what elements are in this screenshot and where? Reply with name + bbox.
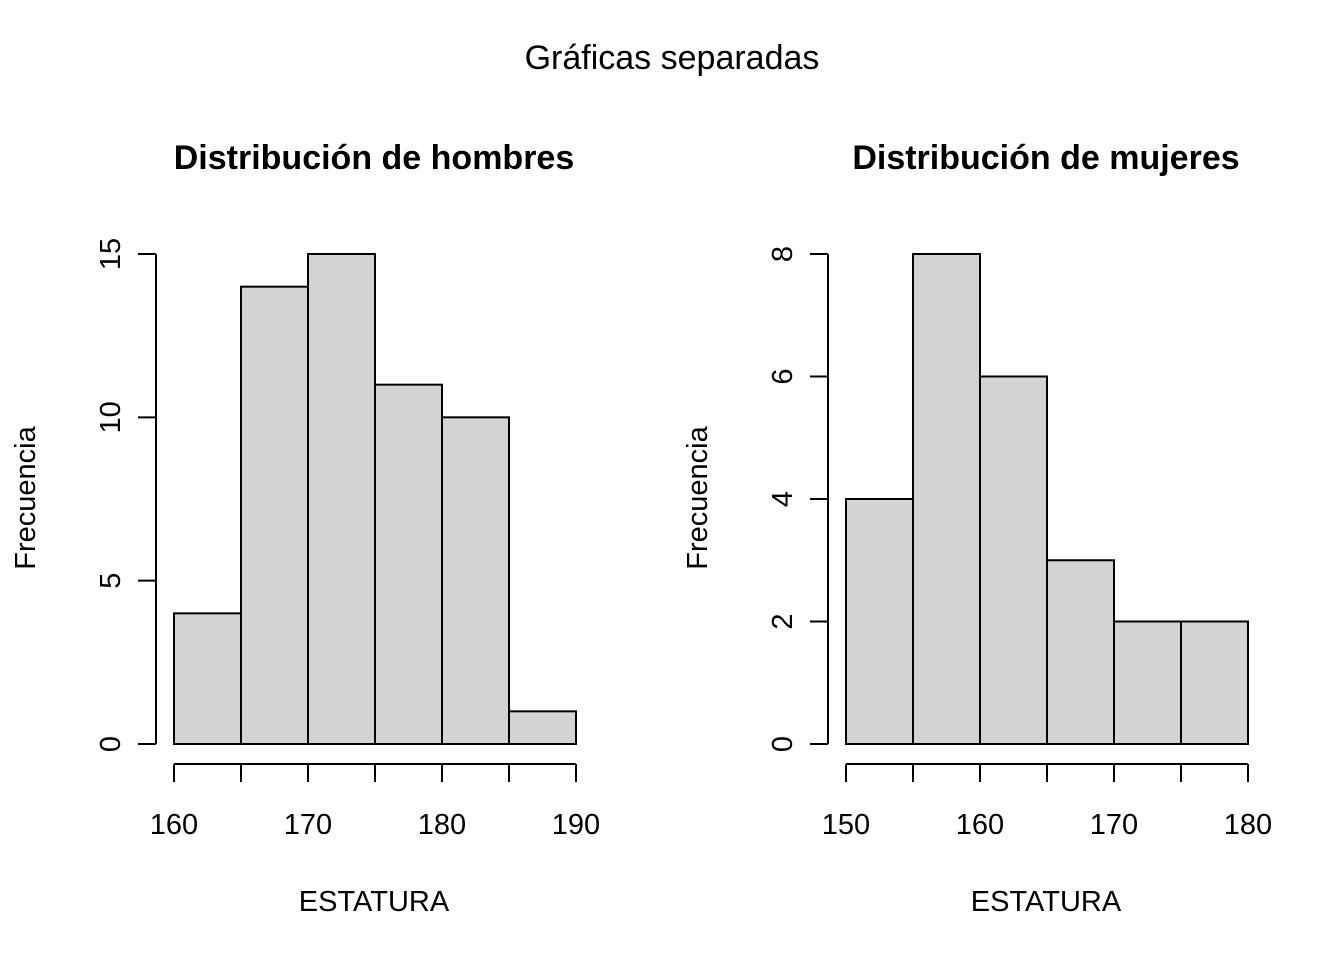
panel-title-hombres: Distribución de hombres [174,139,575,177]
x-tick-label-mujeres-150: 150 [822,809,870,841]
bar-mujeres-1 [845,498,914,745]
x-tick-label-mujeres-170: 170 [1090,809,1138,841]
x-tick-label-hombres-180: 180 [418,809,466,841]
y-tick-label-hombres-10: 10 [95,401,127,433]
y-tick-label-mujeres-4: 4 [767,491,799,507]
bar-hombres-1 [173,612,242,745]
x-tick-label-hombres-190: 190 [552,809,600,841]
x-tick-label-mujeres-180: 180 [1224,809,1272,841]
bar-mujeres-3 [979,375,1048,745]
y-axis-title-hombres: Frecuencia [10,425,42,569]
bar-hombres-4 [374,383,443,745]
bar-mujeres-6 [1180,620,1249,745]
bar-hombres-3 [307,253,376,745]
bar-hombres-6 [508,710,577,745]
x-axis-mujeres: 150 160 170 180 [822,763,1272,841]
bars-mujeres [845,253,1249,745]
y-tick-label-hombres-5: 5 [95,573,127,589]
y-axis-title-mujeres: Frecuencia [682,425,714,569]
y-tick-label-mujeres-8: 8 [767,246,799,262]
bar-mujeres-4 [1046,559,1115,745]
y-tick-label-mujeres-6: 6 [767,368,799,384]
bar-mujeres-2 [912,253,981,745]
x-tick-label-mujeres-160: 160 [956,809,1004,841]
y-axis-hombres: 0 5 10 15 [95,238,157,752]
panel-title-mujeres: Distribución de mujeres [852,139,1239,177]
y-tick-label-mujeres-0: 0 [767,736,799,752]
figure-title: Gráficas separadas [525,39,820,77]
x-axis-hombres: 160 170 180 190 [150,763,600,841]
bars-hombres [173,253,577,745]
bar-mujeres-5 [1113,620,1182,745]
x-tick-label-hombres-170: 170 [284,809,332,841]
y-axis-mujeres: 0 2 4 6 8 [767,246,829,752]
y-tick-label-hombres-0: 0 [95,736,127,752]
bar-hombres-2 [240,285,309,745]
x-axis-title-hombres: ESTATURA [299,886,450,918]
y-tick-label-mujeres-2: 2 [767,613,799,629]
x-axis-title-mujeres: ESTATURA [971,886,1122,918]
y-tick-label-hombres-15: 15 [95,238,127,270]
panel-hombres: Distribución de hombres 0 5 10 15 160 170 180… [10,139,600,918]
bar-hombres-5 [441,416,510,745]
x-tick-label-hombres-160: 160 [150,809,198,841]
